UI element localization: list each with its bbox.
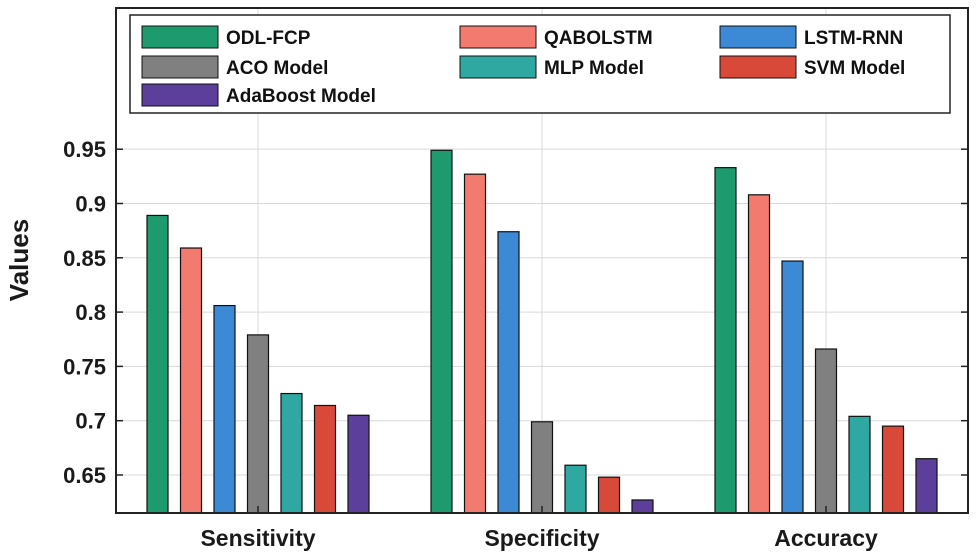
- legend-label: LSTM-RNN: [804, 28, 903, 49]
- bar-mlp-model-accuracy: [848, 415, 871, 514]
- legend-label: AdaBoost Model: [226, 86, 376, 107]
- legend-box: [129, 14, 951, 114]
- x-axis-categories: Sensitivity Specificity Accuracy: [200, 525, 878, 551]
- y-tick-label: 0.85: [63, 246, 106, 271]
- y-axis-ticks: 0.65 0.7 0.75 0.8 0.85 0.9 0.95: [63, 137, 968, 513]
- bar-lstm-rnn-specificity: [497, 231, 520, 514]
- legend-swatch: [141, 55, 219, 79]
- legend-label: SVM Model: [804, 58, 905, 79]
- bar-aco-model-specificity: [530, 421, 554, 514]
- bar-qabolstm-sensitivity: [179, 247, 203, 514]
- legend-label: ODL-FCP: [226, 28, 311, 49]
- y-tick-label: 0.9: [75, 191, 106, 216]
- legend-swatch: [141, 83, 219, 107]
- bar-svm-model-accuracy: [881, 425, 905, 514]
- y-tick-label: 0.8: [75, 300, 106, 325]
- bar-lstm-rnn-accuracy: [781, 260, 804, 514]
- bar-lstm-rnn-sensitivity: [213, 304, 236, 514]
- x-category-label: Specificity: [484, 525, 599, 551]
- legend-label: ACO Model: [226, 58, 328, 79]
- legend-swatch: [719, 25, 797, 49]
- bar-adaboost-model-specificity: [631, 499, 654, 514]
- x-category-label: Sensitivity: [200, 525, 315, 551]
- legend-label: QABOLSTM: [544, 28, 653, 49]
- y-axis-label: Values: [4, 219, 34, 301]
- legend-label: MLP Model: [544, 58, 644, 79]
- bar-svm-model-specificity: [597, 476, 621, 514]
- bar-odl-fcp-specificity: [430, 149, 453, 514]
- bars: [146, 149, 938, 514]
- bar-mlp-model-specificity: [564, 464, 587, 514]
- bar-odl-fcp-accuracy: [714, 167, 737, 514]
- y-tick-label: 0.7: [75, 409, 106, 434]
- bar-mlp-model-sensitivity: [280, 392, 303, 514]
- bar-odl-fcp-sensitivity: [146, 214, 169, 514]
- bar-aco-model-sensitivity: [246, 334, 270, 514]
- legend-swatch: [459, 55, 537, 79]
- x-category-label: Accuracy: [774, 525, 878, 551]
- y-tick-label: 0.75: [63, 354, 106, 379]
- bar-adaboost-model-accuracy: [915, 458, 938, 514]
- bar-qabolstm-accuracy: [747, 194, 771, 514]
- y-tick-label: 0.95: [63, 137, 106, 162]
- bar-adaboost-model-sensitivity: [347, 414, 370, 514]
- y-tick-label: 0.65: [63, 463, 106, 488]
- legend-swatch: [459, 25, 537, 49]
- bar-qabolstm-specificity: [463, 173, 487, 514]
- bar-svm-model-sensitivity: [313, 404, 337, 514]
- bar-aco-model-accuracy: [814, 348, 838, 514]
- legend-swatch: [141, 25, 219, 49]
- legend: ODL-FCP QABOLSTM LSTM-RNN ACO Model MLP Mode…: [129, 14, 951, 114]
- legend-swatch: [719, 55, 797, 79]
